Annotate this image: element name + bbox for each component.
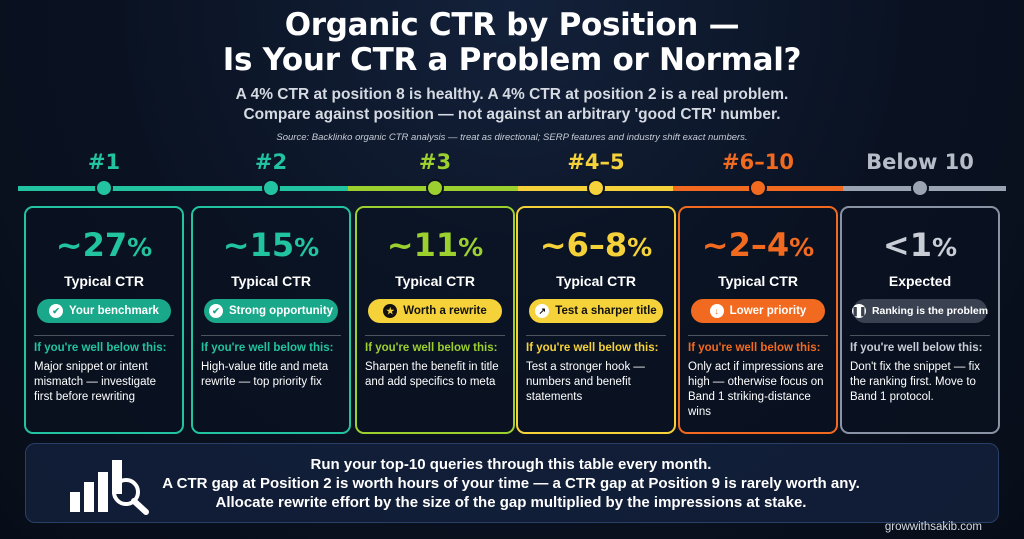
- ctr-value: ~11%: [386, 226, 484, 264]
- status-badge: ↗ Test a sharper title: [529, 299, 663, 323]
- position-timeline: [18, 186, 1006, 191]
- band-card: ~2–4% Typical CTR ↓ Lower priority If you…: [678, 206, 838, 434]
- band-label: #1: [87, 150, 121, 174]
- band-column-4: #4–5 ~6–8% Typical CTR ↗ Test a sharper t…: [516, 148, 676, 434]
- timeline-dot: [262, 179, 280, 197]
- title-line-2: Is Your CTR a Problem or Normal?: [222, 42, 802, 78]
- title-line-1: Organic CTR by Position —: [284, 7, 740, 43]
- if-below-heading: If you're well below this:: [850, 342, 983, 354]
- ctr-value: ~15%: [222, 226, 320, 264]
- check-icon: ✔: [208, 304, 223, 318]
- ctr-label: Typical CTR: [64, 273, 144, 289]
- trend-icon: ↗: [535, 304, 550, 318]
- star-icon: ★: [383, 304, 398, 318]
- ctr-label: Typical CTR: [718, 273, 798, 289]
- page-title: Organic CTR by Position — Is Your CTR a …: [0, 8, 1024, 78]
- status-badge: ★ Worth a rewrite: [368, 299, 502, 323]
- ctr-value: ~2–4%: [701, 226, 815, 264]
- bottom-line-3: Allocate rewrite effort by the size of t…: [215, 494, 807, 511]
- action-text: Don't fix the snippet — fix the ranking …: [850, 361, 981, 403]
- source-note: Source: Backlinko organic CTR analysis —…: [276, 132, 748, 143]
- band-card: <1% Expected ❚❚ Ranking is the problem If…: [840, 206, 1000, 434]
- bottom-callout: Run your top-10 queries through this tab…: [25, 443, 999, 523]
- band-label: #6–10: [722, 150, 794, 174]
- action-text: Major snippet or intent mismatch — inves…: [34, 361, 157, 403]
- band-label: #2: [254, 150, 288, 174]
- status-badge: ✔ Strong opportunity: [204, 299, 338, 323]
- status-badge: ↓ Lower priority: [691, 299, 825, 323]
- action-text: Test a stronger hook — numbers and benef…: [526, 361, 645, 403]
- timeline-dot: [95, 179, 113, 197]
- if-below-heading: If you're well below this:: [526, 342, 659, 354]
- ctr-label: Expected: [888, 273, 952, 289]
- check-icon: ✔: [49, 304, 64, 318]
- if-below-heading: If you're well below this:: [201, 342, 334, 354]
- action-text: Only act if impressions are high — other…: [688, 361, 824, 418]
- subtitle-1: A 4% CTR at position 8 is healthy. A 4% …: [235, 86, 789, 103]
- ctr-value: ~6–8%: [539, 226, 653, 264]
- band-label: Below 10: [866, 150, 974, 174]
- band-card: ~11% Typical CTR ★ Worth a rewrite If you…: [355, 206, 515, 434]
- pause-icon: ❚❚: [851, 304, 867, 318]
- band-column-1: #1 ~27% Typical CTR ✔ Your benchmark If y…: [24, 148, 184, 434]
- bottom-line-2: A CTR gap at Position 2 is worth hours o…: [162, 475, 860, 492]
- status-badge: ❚❚ Ranking is the problem: [851, 299, 988, 323]
- ctr-label: Typical CTR: [395, 273, 475, 289]
- subtitle-2: Compare against position — not against a…: [243, 106, 781, 123]
- band-column-5: #6–10 ~2–4% Typical CTR ↓ Lower priority …: [678, 148, 838, 434]
- if-below-heading: If you're well below this:: [688, 342, 821, 354]
- status-badge: ✔ Your benchmark: [37, 299, 171, 323]
- timeline-dot: [587, 179, 605, 197]
- timeline-dot: [749, 179, 767, 197]
- bottom-line-1: Run your top-10 queries through this tab…: [310, 456, 712, 473]
- band-column-2: #2 ~15% Typical CTR ✔ Strong opportunity …: [191, 148, 351, 434]
- band-card: ~6–8% Typical CTR ↗ Test a sharper title …: [516, 206, 676, 434]
- band-column-6: Below 10 <1% Expected ❚❚ Ranking is the p…: [840, 148, 1000, 434]
- ctr-value: <1%: [882, 226, 958, 264]
- timeline-dot: [426, 179, 444, 197]
- chart-magnifier-icon: [70, 460, 149, 515]
- if-below-heading: If you're well below this:: [34, 342, 167, 354]
- footer-credit: growwithsakib.com: [884, 521, 982, 533]
- action-text: Sharpen the benefit in title and add spe…: [365, 361, 499, 388]
- band-card: ~15% Typical CTR ✔ Strong opportunity If …: [191, 206, 351, 434]
- action-text: High-value title and meta rewrite — top …: [201, 361, 329, 388]
- band-card: ~27% Typical CTR ✔ Your benchmark If you'…: [24, 206, 184, 434]
- timeline-dot: [911, 179, 929, 197]
- if-below-heading: If you're well below this:: [365, 342, 498, 354]
- ctr-value: ~27%: [55, 226, 153, 264]
- band-column-3: #3 ~11% Typical CTR ★ Worth a rewrite If …: [355, 148, 515, 434]
- down-arrow-icon: ↓: [709, 304, 724, 318]
- band-label: #3: [418, 150, 452, 174]
- ctr-label: Typical CTR: [556, 273, 636, 289]
- band-label: #4–5: [567, 150, 625, 174]
- ctr-label: Typical CTR: [231, 273, 311, 289]
